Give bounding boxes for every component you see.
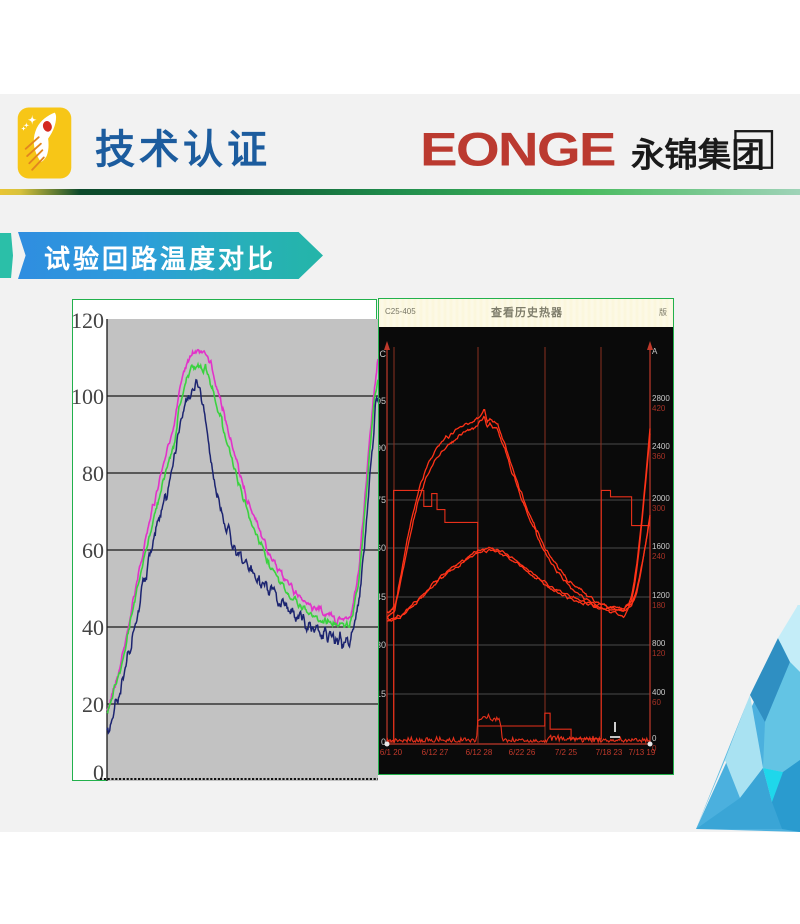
svg-text:360: 360 <box>652 452 666 461</box>
svg-text:120: 120 <box>73 308 104 333</box>
svg-text:240: 240 <box>652 552 666 561</box>
svg-text:2400: 2400 <box>652 442 670 451</box>
svg-text:0: 0 <box>93 760 104 782</box>
svg-text:1200: 1200 <box>652 591 670 600</box>
svg-text:6/12 27: 6/12 27 <box>422 748 449 757</box>
svg-text:300: 300 <box>652 504 666 513</box>
svg-text:永锦集团: 永锦集团 <box>631 138 765 175</box>
svg-text:75: 75 <box>379 495 386 505</box>
svg-text:40: 40 <box>82 615 104 640</box>
svg-text:2800: 2800 <box>652 394 670 403</box>
svg-text:1600: 1600 <box>652 542 670 551</box>
svg-text:30: 30 <box>379 640 386 650</box>
svg-text:90: 90 <box>379 443 386 453</box>
svg-text:A: A <box>652 347 658 356</box>
svg-text:15: 15 <box>379 689 386 699</box>
svg-text:2000: 2000 <box>652 494 670 503</box>
svg-text:20: 20 <box>82 692 104 717</box>
svg-text:C: C <box>380 349 387 359</box>
svg-text:80: 80 <box>82 461 104 486</box>
svg-text:6/12 28: 6/12 28 <box>466 748 493 757</box>
svg-text:105: 105 <box>379 396 386 406</box>
svg-text:420: 420 <box>652 404 666 413</box>
svg-text:7/2 25: 7/2 25 <box>555 748 578 757</box>
svg-text:100: 100 <box>73 384 104 409</box>
svg-text:6/1 20: 6/1 20 <box>380 748 403 757</box>
svg-text:45: 45 <box>379 592 386 602</box>
svg-text:6/22 26: 6/22 26 <box>509 748 536 757</box>
svg-text:60: 60 <box>379 543 386 553</box>
svg-text:EONGE: EONGE <box>420 124 615 177</box>
svg-text:60: 60 <box>82 538 104 563</box>
